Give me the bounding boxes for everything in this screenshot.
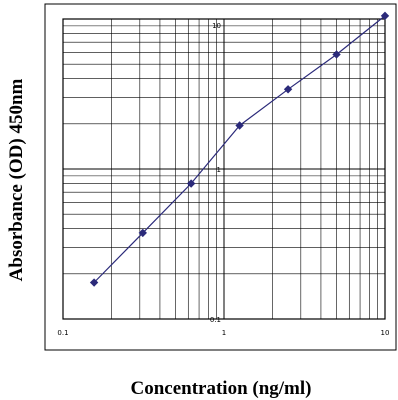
data-point bbox=[332, 50, 341, 59]
y-tick-label: 1 bbox=[217, 166, 221, 174]
y-tick-label: 0.1 bbox=[210, 316, 221, 324]
data-point bbox=[89, 278, 99, 287]
data-point bbox=[186, 179, 196, 188]
x-tick-label: 1 bbox=[222, 329, 226, 337]
chart-frame bbox=[44, 3, 397, 351]
data-point bbox=[380, 11, 390, 21]
data-point bbox=[235, 121, 244, 130]
x-axis-label: Concentration (ng/ml) bbox=[130, 378, 311, 399]
data-point bbox=[138, 228, 147, 238]
y-axis-label: Absorbance (OD) 450nm bbox=[6, 78, 27, 281]
x-tick-label: 10 bbox=[381, 329, 390, 337]
series-layer bbox=[89, 11, 390, 287]
x-tick-label: 0.1 bbox=[57, 329, 68, 337]
grid-lines bbox=[63, 19, 385, 319]
data-point bbox=[283, 85, 293, 94]
y-tick-label: 10 bbox=[212, 22, 221, 30]
series-line bbox=[93, 15, 386, 283]
plot-area-border bbox=[62, 18, 386, 320]
